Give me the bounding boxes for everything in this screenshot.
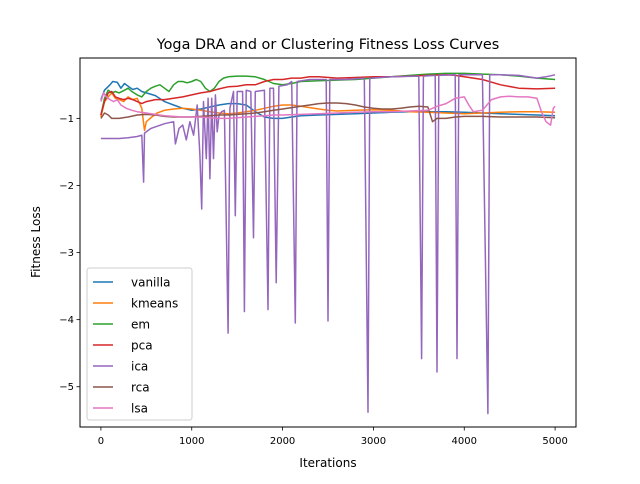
x-tick-label: 1000 — [179, 436, 204, 447]
legend-label-lsa: lsa — [131, 402, 148, 416]
legend-label-kmeans: kmeans — [131, 297, 178, 311]
series-layer — [100, 72, 556, 415]
x-tick-label: 5000 — [542, 436, 567, 447]
plot-frame — [79, 57, 577, 428]
y-tick-label: −3 — [59, 248, 74, 259]
y-tick-label: −5 — [59, 382, 74, 393]
legend-label-ica: ica — [131, 360, 148, 374]
x-tick-label: 3000 — [361, 436, 386, 447]
legend-label-pca: pca — [131, 339, 153, 353]
x-tick-label: 2000 — [270, 436, 295, 447]
legend-label-em: em — [131, 318, 150, 332]
legend-label-rca: rca — [131, 381, 150, 395]
y-tick-label: −1 — [59, 114, 74, 125]
y-tick-label: −2 — [59, 181, 74, 192]
y-axis-label: Fitness Loss — [29, 206, 43, 278]
x-axis-label: Iterations — [299, 456, 356, 470]
chart-title: Yoga DRA and or Clustering Fitness Loss … — [156, 37, 499, 53]
legend: vanilla kmeans em pca ica rca lsa — [86, 267, 193, 421]
legend-label-vanilla: vanilla — [131, 276, 170, 290]
x-tick-label: 4000 — [452, 436, 477, 447]
y-axis: −5 −4 −3 −2 −1 — [59, 114, 80, 393]
x-tick-label: 0 — [98, 436, 104, 447]
series-line-lsa — [100, 92, 556, 126]
y-tick-label: −4 — [59, 315, 74, 326]
legend-box — [86, 267, 193, 421]
x-axis: 0 1000 2000 3000 4000 5000 — [98, 427, 568, 447]
series-line-ica — [100, 74, 556, 415]
